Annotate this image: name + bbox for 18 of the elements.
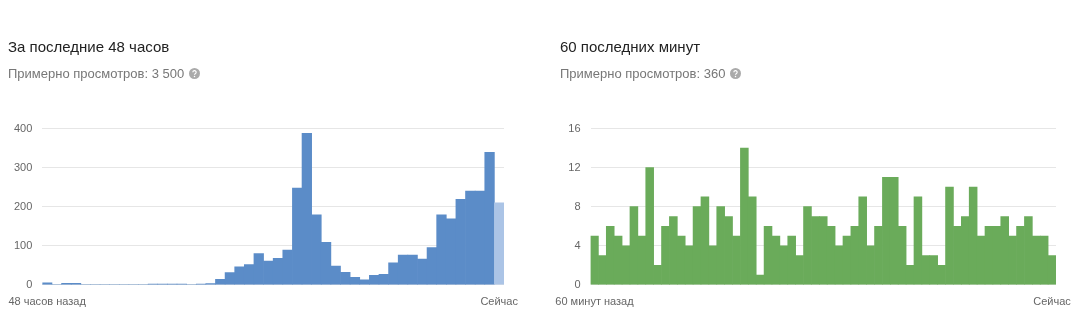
x-tick-label: 60 минут назад [555, 295, 635, 308]
x-tick-label: Сейчас [480, 295, 519, 308]
x-tick-label: 48 часов назад [8, 295, 87, 308]
x-tick-label: Сейчас [1033, 295, 1072, 308]
y-tick-label: 400 [13, 121, 33, 134]
y-tick-label: 0 [26, 277, 33, 290]
chart-title: За последние 48 часов [8, 38, 170, 55]
y-tick-label: 300 [13, 160, 33, 173]
chart-title: 60 последних минут [560, 38, 701, 55]
y-tick-label: 0 [574, 277, 581, 290]
y-tick-label: 12 [568, 160, 581, 173]
y-tick-label: 8 [574, 199, 581, 212]
chart-subtitle: Примерно просмотров: 360 [560, 66, 726, 81]
y-tick-label: 100 [13, 238, 33, 251]
y-tick-label: 200 [13, 199, 33, 212]
chart-subtitle: Примерно просмотров: 3 500 [8, 66, 185, 81]
y-tick-label: 4 [574, 238, 581, 251]
y-tick-label: 16 [568, 121, 581, 134]
